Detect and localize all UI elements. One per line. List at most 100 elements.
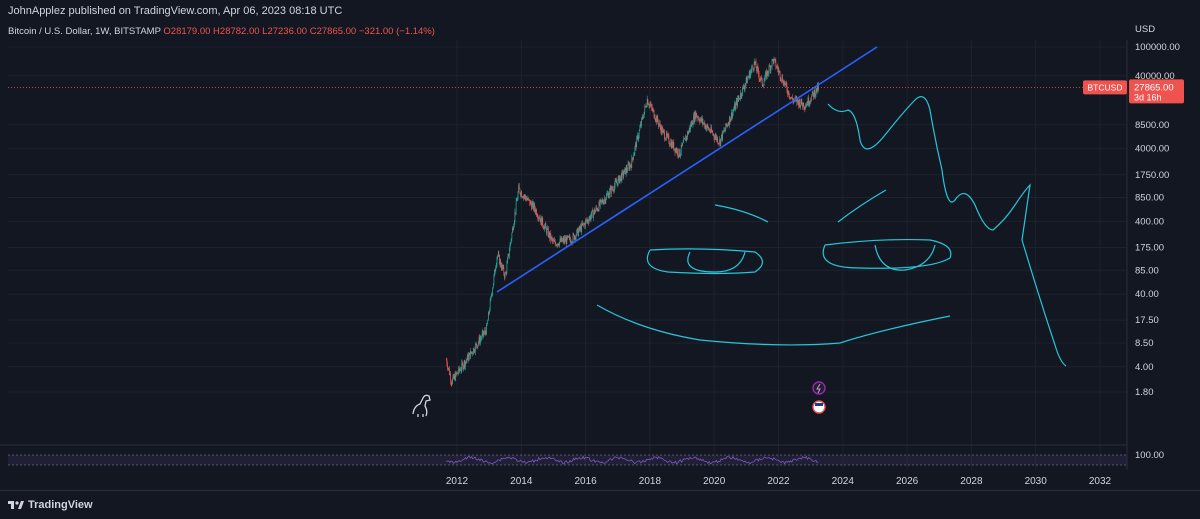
candle-body — [808, 97, 809, 105]
candle-body — [815, 94, 816, 97]
candle-body — [764, 78, 766, 82]
candle-body — [547, 228, 549, 237]
candle-body — [693, 115, 695, 122]
candle-body — [798, 100, 800, 107]
candle-body — [662, 129, 664, 131]
candle-body — [681, 144, 683, 146]
candle-body — [498, 253, 500, 256]
candle-body — [755, 61, 756, 64]
candle-body — [568, 236, 570, 238]
candle-body — [611, 186, 612, 194]
candle-body — [517, 199, 518, 201]
candle-body — [464, 361, 466, 367]
grid — [8, 40, 1127, 470]
candle-body — [766, 71, 767, 78]
candle-body — [734, 104, 736, 110]
candle-body — [525, 197, 527, 201]
candle-body — [565, 238, 567, 244]
candle-body — [696, 113, 698, 118]
time-tick-label: 2018 — [639, 476, 662, 487]
candle-body — [716, 135, 717, 141]
candle-body — [586, 219, 588, 222]
candle-body — [520, 192, 522, 196]
candle-body — [462, 362, 463, 364]
candle-body — [596, 208, 598, 211]
trend-line[interactable] — [496, 46, 878, 293]
candle-body — [781, 76, 783, 81]
candle-body — [777, 66, 779, 70]
candle-body — [613, 190, 615, 191]
candle-body — [468, 355, 469, 361]
price-tag — [1129, 79, 1184, 104]
candle-body — [706, 127, 707, 130]
candle-body — [614, 185, 615, 191]
candle-body — [544, 226, 545, 230]
time-tick-label: 2026 — [896, 476, 919, 487]
candle-body — [639, 127, 641, 131]
symbol-info: Bitcoin / U.S. Dollar, 1W, BITSTAMP O281… — [8, 26, 435, 37]
candle-body — [589, 216, 591, 220]
candle-body — [643, 117, 644, 119]
candle-body — [558, 244, 560, 246]
candle-body — [626, 167, 628, 171]
candle-body — [460, 369, 462, 371]
candle-body — [598, 209, 599, 211]
candle-body — [447, 368, 449, 369]
symbol-description[interactable]: Bitcoin / U.S. Dollar, 1W, BITSTAMP — [8, 26, 161, 37]
price-axis-currency: USD — [1135, 24, 1156, 35]
candle-body — [687, 132, 688, 138]
candle-body — [534, 209, 536, 213]
freehand-drawing[interactable] — [596, 96, 1067, 367]
us-flag-event-icon[interactable] — [812, 400, 826, 414]
candle-body — [635, 143, 636, 148]
candle-body — [747, 78, 748, 84]
candle-body — [664, 131, 665, 140]
candle-body — [510, 241, 511, 245]
candle-body — [726, 124, 728, 126]
candle-body — [560, 237, 562, 242]
candle-body — [670, 141, 672, 148]
candle-body — [500, 260, 502, 267]
candle-body — [502, 264, 503, 269]
candle-body — [711, 127, 712, 132]
candle-body — [636, 135, 638, 138]
candle-body — [648, 104, 650, 107]
candle-body — [494, 269, 495, 276]
candle-body — [753, 61, 755, 70]
lightning-event-icon[interactable] — [812, 381, 826, 395]
candle-body — [797, 99, 798, 103]
candle-body — [525, 195, 526, 198]
candle-body — [555, 244, 557, 246]
candle-body — [513, 225, 515, 230]
candle-body — [481, 337, 482, 339]
flag-icon — [815, 403, 823, 406]
candle-body — [748, 76, 749, 78]
candle-body — [652, 109, 654, 111]
candle-body — [598, 202, 600, 211]
candle-body — [573, 234, 574, 235]
candle-body — [448, 368, 450, 369]
candle-body — [449, 374, 451, 375]
drawing-pupil-right — [874, 244, 936, 271]
candle-body — [736, 100, 738, 106]
candle-body — [472, 353, 474, 354]
time-tick-label: 2024 — [832, 476, 855, 487]
ohlc-change: −321.00 (−1.14%) — [358, 26, 435, 37]
candle-body — [657, 116, 659, 122]
candle-body — [487, 312, 489, 321]
candle-body — [709, 129, 711, 132]
candle-body — [791, 97, 793, 99]
candle-body — [728, 123, 730, 125]
candle-body — [530, 201, 531, 205]
candle-body — [486, 325, 487, 335]
candle-body — [758, 69, 759, 75]
candle-body — [683, 138, 685, 140]
candle-body — [545, 224, 547, 228]
candle-body — [715, 135, 717, 138]
candle-body — [496, 264, 497, 268]
time-tick-label: 2030 — [1025, 476, 1048, 487]
candle-body — [739, 98, 741, 99]
candle-body — [724, 129, 726, 131]
price-chart[interactable]: 100000.00 40000.00 8500.00 4000.00 1750.00 85… — [0, 0, 1200, 490]
candle-body — [689, 127, 691, 130]
